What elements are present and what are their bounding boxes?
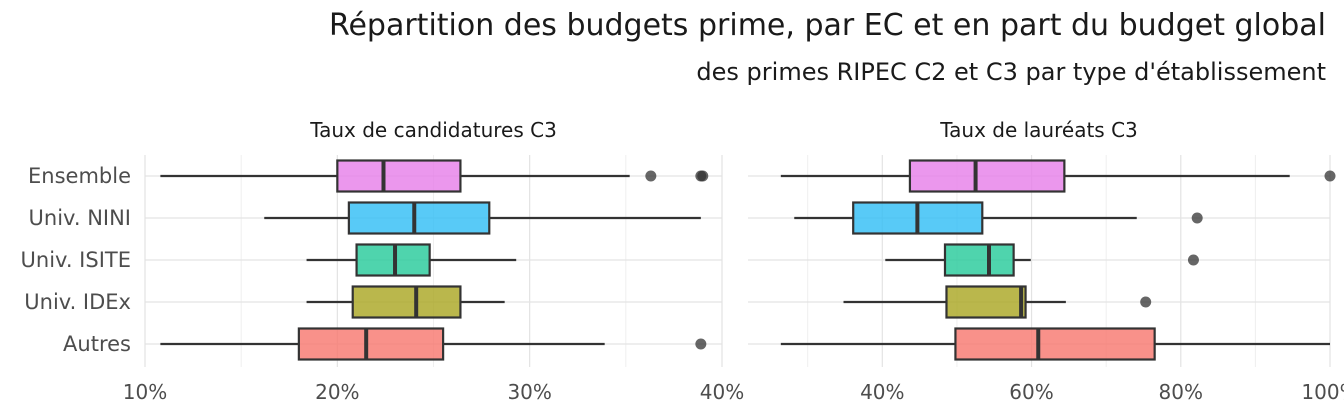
facet-title: Taux de candidatures C3	[309, 118, 557, 142]
x-tick-label: 40%	[700, 380, 744, 404]
box-autres	[954, 327, 1156, 361]
x-tick-label: 40%	[860, 380, 904, 404]
x-tick-label: 100%	[1301, 380, 1344, 404]
y-category-label: Univ. NINI	[29, 206, 131, 230]
box-autres	[297, 327, 445, 361]
outlier-point	[697, 170, 709, 182]
x-tick-label: 80%	[1159, 380, 1203, 404]
box-ensemble	[908, 159, 1066, 193]
outlier-point	[1187, 254, 1199, 266]
box-univ-isite	[943, 243, 1015, 277]
y-category-label: Ensemble	[28, 164, 131, 188]
x-tick-label: 30%	[507, 380, 551, 404]
x-tick-label: 10%	[123, 380, 167, 404]
box-univ-idex	[351, 285, 462, 319]
outlier-point	[645, 170, 657, 182]
chart-title: Répartition des budgets prime, par EC et…	[328, 8, 1326, 43]
box-univ-nini	[347, 201, 491, 235]
outlier-point	[1140, 296, 1152, 308]
outlier-point	[1324, 170, 1336, 182]
outlier-point	[695, 338, 707, 350]
box-univ-idex	[945, 285, 1027, 319]
y-category-label: Univ. IDEx	[24, 290, 131, 314]
outlier-point	[1191, 212, 1203, 224]
x-tick-label: 60%	[1009, 380, 1053, 404]
y-category-label: Autres	[63, 332, 131, 356]
facet-title: Taux de lauréats C3	[939, 118, 1138, 142]
x-tick-label: 20%	[315, 380, 359, 404]
box-ensemble	[336, 159, 462, 193]
chart-subtitle: des primes RIPEC C2 et C3 par type d'éta…	[696, 58, 1326, 86]
y-category-label: Univ. ISITE	[21, 248, 131, 272]
